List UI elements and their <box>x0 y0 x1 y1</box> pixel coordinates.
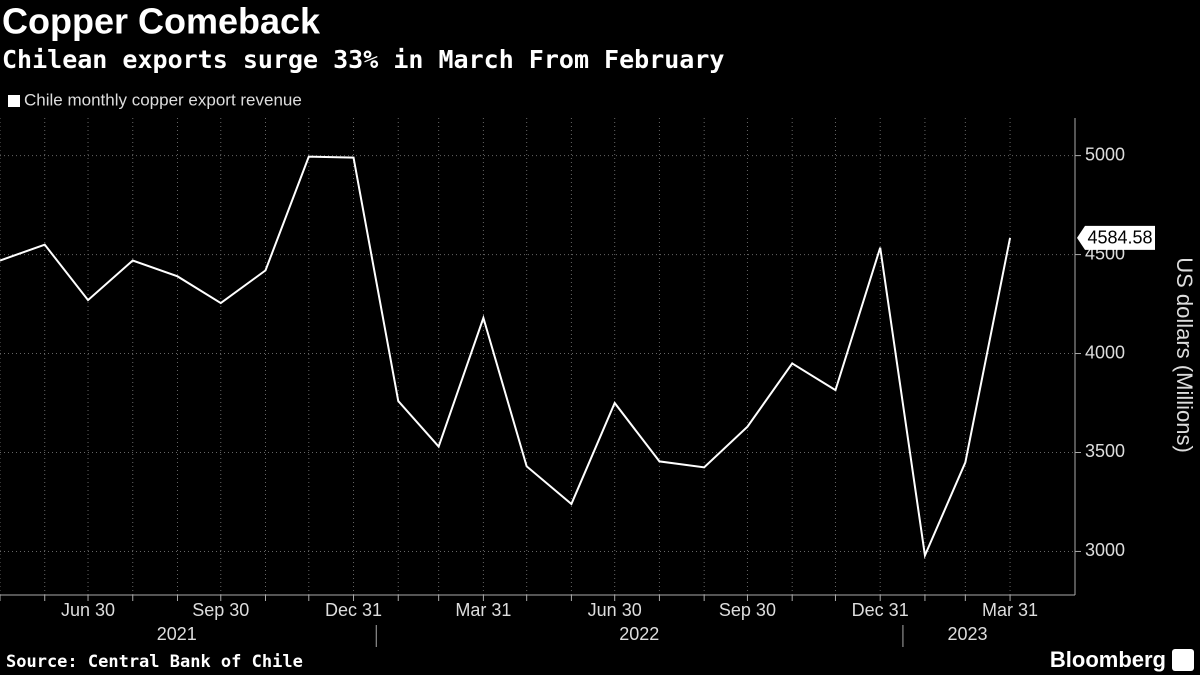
x-tick-label: Dec 31 <box>325 600 382 620</box>
legend-swatch <box>8 95 20 107</box>
y-tick-label: 3500 <box>1085 441 1125 461</box>
x-tick-label: Sep 30 <box>192 600 249 620</box>
legend-label: Chile monthly copper export revenue <box>24 90 302 109</box>
series-line <box>0 155 1012 560</box>
chart-title: Copper Comeback <box>2 1 321 42</box>
x-tick-label: Jun 30 <box>588 600 642 620</box>
x-tick-label: Mar 31 <box>982 600 1038 620</box>
chart-subtitle: Chilean exports surge 33% in March From … <box>2 45 724 74</box>
y-axis-title: US dollars (Millions) <box>1172 257 1197 453</box>
value-label: 4584.58 <box>1087 228 1152 248</box>
y-tick-label: 4000 <box>1085 342 1125 362</box>
brand-icon <box>1172 649 1194 671</box>
brand: Bloomberg <box>1050 647 1166 672</box>
value-label-box <box>1077 225 1155 250</box>
x-tick-label: Jun 30 <box>61 600 115 620</box>
x-tick-label: Sep 30 <box>719 600 776 620</box>
x-tick-label: Dec 31 <box>852 600 909 620</box>
source: Source: Central Bank of Chile <box>6 652 303 672</box>
x-year-label: 2022 <box>619 624 659 644</box>
x-tick-label: Mar 31 <box>455 600 511 620</box>
x-year-label: 2023 <box>947 624 987 644</box>
y-tick-label: 5000 <box>1085 144 1125 164</box>
x-year-label: 2021 <box>157 624 197 644</box>
y-tick-label: 3000 <box>1085 540 1125 560</box>
